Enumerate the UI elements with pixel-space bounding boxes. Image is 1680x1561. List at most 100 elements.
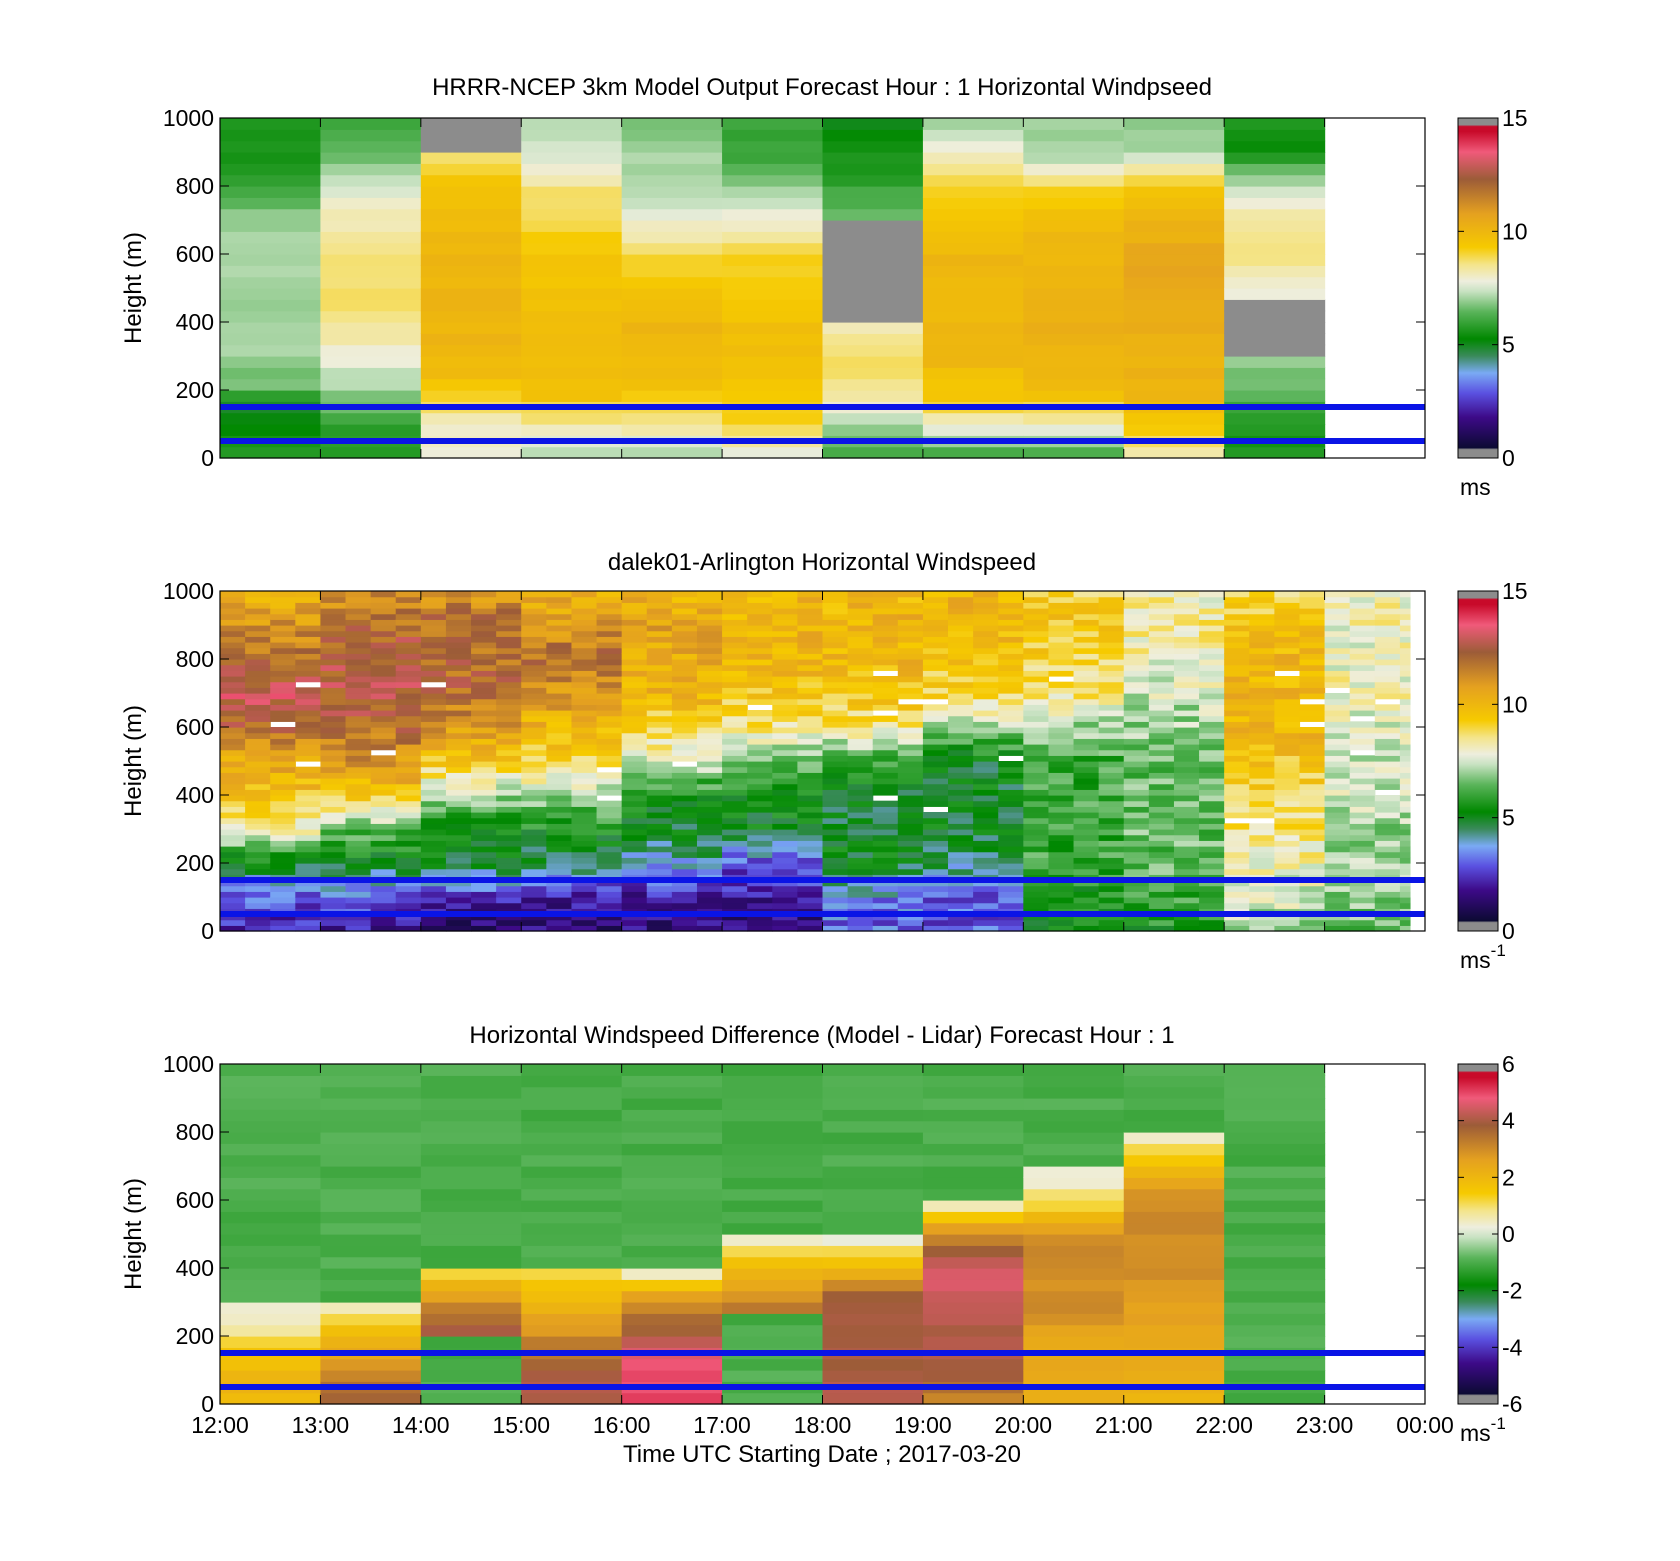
heatmap-cell	[395, 880, 422, 887]
heatmap-cell	[772, 800, 798, 807]
heatmap-cell	[1349, 642, 1376, 649]
heatmap-cell	[1224, 630, 1250, 637]
heatmap-cell	[897, 625, 924, 632]
heatmap-cell	[1199, 659, 1225, 666]
heatmap-cell	[370, 880, 397, 887]
heatmap-cell	[822, 812, 849, 819]
heatmap-cell	[1349, 738, 1376, 745]
heatmap-cell	[1199, 732, 1225, 739]
heatmap-cell	[245, 851, 271, 858]
heatmap-cell	[521, 163, 623, 176]
heatmap-cell	[973, 744, 999, 751]
heatmap-cell	[521, 118, 623, 130]
colorbar-tick-label: 2	[1502, 1164, 1515, 1190]
heatmap-cell	[571, 902, 598, 909]
heatmap-cell	[621, 795, 648, 802]
heatmap-cell	[420, 333, 522, 346]
heatmap-cell	[747, 840, 773, 847]
heatmap-cell	[973, 681, 999, 688]
heatmap-cell	[671, 868, 698, 875]
heatmap-cell	[1023, 664, 1050, 671]
heatmap-cell	[1023, 1177, 1125, 1190]
heatmap-cell	[1274, 885, 1301, 892]
heatmap-cell	[973, 880, 999, 887]
heatmap-cell	[948, 738, 974, 745]
heatmap-cell	[571, 613, 598, 620]
heatmap-cell	[245, 687, 271, 694]
heatmap-cell	[797, 591, 824, 598]
heatmap-cell	[822, 1256, 924, 1269]
heatmap-cell	[822, 642, 849, 649]
x-tick-label: 21:00	[1095, 1412, 1153, 1438]
heatmap-cell	[1073, 659, 1100, 666]
heatmap-cell	[1349, 897, 1376, 904]
heatmap-cell	[822, 602, 849, 609]
heatmap-cell	[1299, 642, 1326, 649]
heatmap-cell	[220, 863, 246, 870]
heatmap-cell	[320, 1336, 422, 1348]
heatmap-cell	[1023, 265, 1125, 278]
heatmap-cell	[646, 812, 673, 819]
heatmap-cell	[797, 789, 824, 796]
heatmap-cell	[270, 613, 296, 620]
heatmap-cell	[596, 761, 623, 768]
heatmap-cell	[546, 846, 573, 853]
heatmap-cell	[270, 698, 296, 705]
heatmap-cell	[270, 834, 296, 841]
heatmap-cell	[1299, 602, 1326, 609]
heatmap-cell	[395, 698, 422, 705]
heatmap-cell	[772, 868, 798, 875]
heatmap-cell	[1098, 840, 1125, 847]
heatmap-cell	[395, 653, 422, 660]
heatmap-cell	[1224, 1188, 1326, 1201]
heatmap-cell	[521, 1279, 623, 1292]
heatmap-cell	[295, 902, 322, 909]
heatmap-cell	[948, 664, 974, 671]
heatmap-cell	[1098, 863, 1125, 870]
heatmap-cell	[922, 659, 949, 666]
heatmap-cell	[1073, 681, 1100, 688]
heatmap-cell	[822, 608, 849, 615]
heatmap-cell	[948, 772, 974, 779]
heatmap-cell	[1274, 834, 1301, 841]
heatmap-cell	[822, 242, 924, 255]
heatmap-cell	[1148, 664, 1175, 671]
heatmap-cell	[1173, 795, 1200, 802]
heatmap-cell	[370, 823, 397, 830]
heatmap-cell	[696, 863, 723, 870]
heatmap-cell	[1048, 613, 1075, 620]
heatmap-cell	[822, 846, 849, 853]
heatmap-cell	[320, 778, 347, 785]
heatmap-cell	[772, 925, 798, 932]
heatmap-cell	[546, 642, 573, 649]
heatmap-cell	[797, 812, 824, 819]
heatmap-cell	[722, 783, 748, 790]
heatmap-cell	[496, 919, 522, 926]
heatmap-cell	[998, 761, 1024, 768]
heatmap-cell	[220, 704, 246, 711]
heatmap-cell	[1123, 727, 1150, 734]
heatmap-cell	[546, 738, 573, 745]
heatmap-cell	[1349, 727, 1376, 734]
heatmap-cell	[897, 778, 924, 785]
heatmap-cell	[621, 1075, 723, 1088]
heatmap-cell	[1374, 642, 1401, 649]
heatmap-cell	[295, 721, 322, 728]
heatmap-cell	[571, 727, 598, 734]
heatmap-cell	[420, 231, 522, 244]
heatmap-cell	[1374, 919, 1401, 926]
heatmap-cell	[1173, 704, 1200, 711]
heatmap-cell	[1148, 766, 1175, 773]
heatmap-cell	[847, 880, 874, 887]
heatmap-cell	[1224, 220, 1326, 232]
heatmap-cell	[571, 687, 598, 694]
heatmap-cell	[420, 619, 447, 626]
heatmap-cell	[621, 659, 648, 666]
heatmap-cell	[270, 914, 296, 921]
heatmap-cell	[345, 761, 372, 768]
heatmap-cell	[496, 664, 522, 671]
heatmap-cell	[922, 1392, 1024, 1405]
heatmap-cell	[822, 390, 924, 402]
heatmap-cell	[496, 625, 522, 632]
